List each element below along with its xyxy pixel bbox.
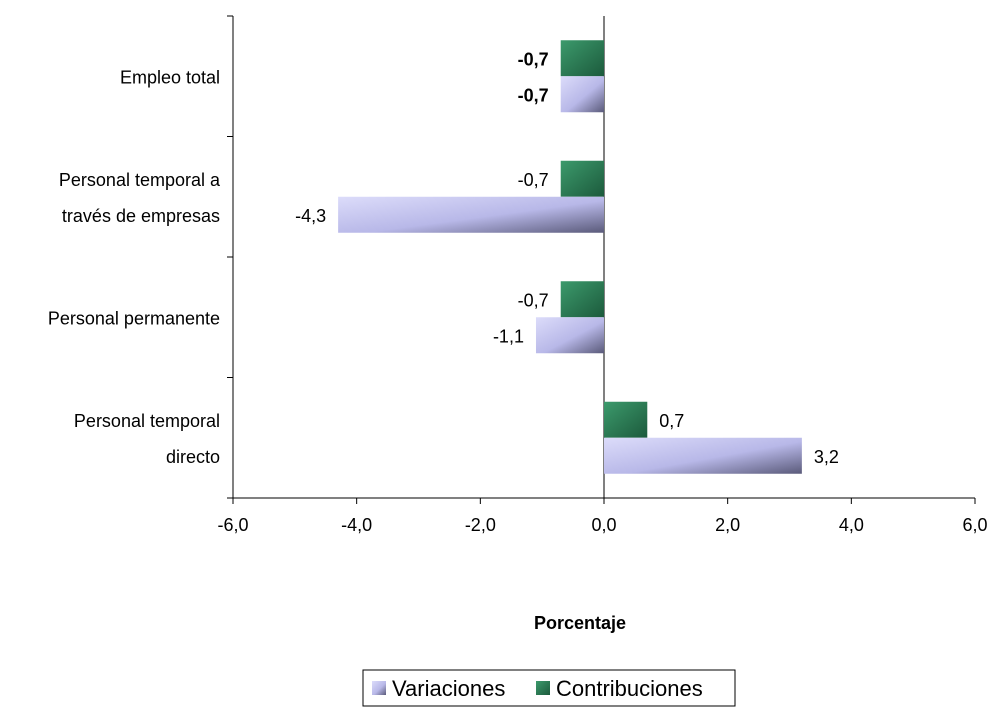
legend-label-contribuciones: Contribuciones	[556, 676, 703, 701]
bar-variaciones-personal-temporal-a-traves-de-empresas	[338, 196, 604, 233]
data-label: -4,3	[295, 206, 326, 226]
bar-contribuciones-personal-temporal-directo	[604, 401, 648, 438]
data-label: -0,7	[518, 170, 549, 190]
data-label: -0,7	[518, 85, 549, 105]
labels: Empleo total Personal temporal a través de…	[48, 49, 839, 467]
category-label: Personal temporal	[74, 411, 220, 431]
data-label: 3,2	[814, 447, 839, 467]
legend-swatch-variaciones	[372, 681, 386, 695]
category-label: Empleo total	[120, 67, 220, 87]
x-tick-label: 0,0	[591, 515, 616, 535]
bar-contribuciones-personal-temporal-a-traves-de-empresas	[560, 160, 604, 197]
x-tick-label: 6,0	[962, 515, 987, 535]
bar-variaciones-personal-temporal-directo	[604, 437, 802, 474]
x-axis-title: Porcentaje	[534, 613, 626, 633]
bar-variaciones-empleo-total	[560, 76, 604, 113]
data-label: -1,1	[493, 326, 524, 346]
legend: Variaciones Contribuciones	[362, 669, 736, 707]
category-label: Personal temporal a	[59, 170, 221, 190]
bar-variaciones-personal-permanente	[535, 317, 604, 354]
legend-label-variaciones: Variaciones	[392, 676, 505, 701]
bar-contribuciones-personal-permanente	[560, 281, 604, 318]
category-label: directo	[166, 447, 220, 467]
data-label: -0,7	[518, 49, 549, 69]
bar-contribuciones-empleo-total	[560, 40, 604, 77]
x-tick-label: -2,0	[465, 515, 496, 535]
category-label: través de empresas	[62, 206, 220, 226]
axes: -6,0 -4,0 -2,0 0,0 2,0 4,0 6,0	[217, 15, 988, 535]
legend-swatch-contribuciones	[536, 681, 550, 695]
x-tick-label: -6,0	[217, 515, 248, 535]
x-tick-label: 2,0	[715, 515, 740, 535]
bars	[338, 40, 802, 474]
data-label: 0,7	[659, 411, 684, 431]
category-label: Personal permanente	[48, 308, 220, 328]
x-tick-label: -4,0	[341, 515, 372, 535]
data-label: -0,7	[518, 290, 549, 310]
x-tick-label: 4,0	[839, 515, 864, 535]
